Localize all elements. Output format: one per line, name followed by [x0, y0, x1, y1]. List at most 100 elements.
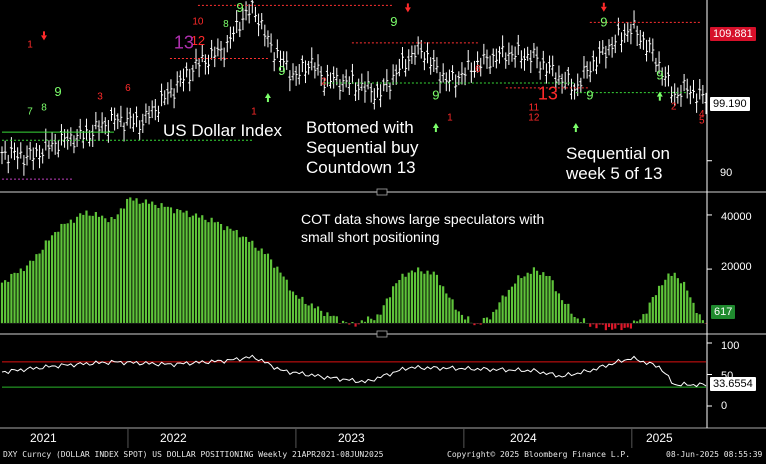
cot-bar — [248, 241, 251, 324]
cot-bar — [363, 321, 367, 324]
cot-bar — [676, 278, 679, 324]
panel-resize-handle — [376, 188, 388, 196]
sequential-count: 2 — [671, 102, 677, 113]
cot-bar — [94, 212, 97, 324]
cot-bar — [229, 228, 232, 324]
annotation-bottomed-line2: Sequential buy — [306, 138, 419, 157]
cot-bar — [223, 230, 226, 324]
cot-bar — [492, 311, 495, 324]
cot-bar — [260, 248, 263, 324]
cot-bar — [194, 213, 198, 324]
cot-bar — [110, 217, 113, 324]
price-last-tag: 99.190 — [710, 97, 750, 111]
cot-bar — [316, 306, 320, 324]
cot-bar — [620, 323, 623, 331]
sequential-count: 9 — [600, 14, 607, 29]
cot-bar — [701, 320, 704, 324]
cot-bar — [7, 281, 10, 324]
cot-bar — [348, 323, 351, 325]
cot-bar — [332, 315, 335, 324]
cot-bar — [457, 311, 460, 324]
cot-bar — [4, 280, 7, 324]
cot-annotation-line2: small short positioning — [301, 229, 440, 245]
cot-bar — [285, 279, 288, 324]
sequential-count: 13 — [174, 32, 194, 52]
cot-bar — [107, 222, 110, 324]
cot-bar — [166, 206, 169, 324]
price-level-tag: 109.881 — [710, 27, 756, 41]
sequential-count: 1 — [27, 40, 33, 51]
up-arrow-icon — [264, 93, 271, 99]
cot-bar — [514, 283, 517, 324]
cot-bar — [335, 316, 338, 324]
cot-bar — [169, 207, 173, 324]
cot-bar — [216, 221, 219, 324]
cot-bar — [232, 230, 235, 324]
sequential-count: 9 — [390, 14, 397, 29]
sequential-count: 2 — [321, 76, 327, 87]
up-arrow-icon — [656, 91, 663, 97]
cot-bar — [482, 317, 485, 324]
cot-bar — [623, 323, 626, 328]
footer-copyright: Copyright© 2025 Bloomberg Finance L.P. — [447, 450, 631, 459]
cot-bar — [35, 254, 38, 324]
price-axis-tick: 90 — [720, 167, 733, 179]
cot-bar — [122, 208, 126, 324]
cot-bar — [88, 215, 91, 324]
cot-bar — [573, 316, 576, 324]
cot-bar — [219, 223, 223, 324]
cot-bar — [523, 276, 526, 324]
cot-bar — [626, 323, 629, 328]
cot-bar — [410, 270, 413, 324]
cot-bar — [307, 305, 310, 324]
cot-bar — [526, 272, 529, 324]
year-label: 2021 — [30, 431, 57, 445]
cot-bar — [489, 319, 492, 324]
sequential-count: 9 — [236, 0, 243, 15]
cot-bar — [460, 314, 464, 324]
cot-bar — [22, 271, 26, 324]
sequential-count: 3 — [97, 91, 103, 102]
cot-bar — [401, 273, 404, 324]
cot-bar — [113, 219, 116, 324]
cot-bar — [360, 320, 363, 324]
sequential-count: 5 — [699, 115, 705, 126]
cot-bar — [119, 208, 122, 324]
cot-bar — [535, 270, 539, 324]
cot-bar — [435, 274, 439, 324]
cot-bar — [266, 253, 270, 324]
cot-bar — [529, 273, 532, 324]
cot-bar — [476, 323, 479, 324]
cot-bar — [532, 267, 536, 324]
cot-bar — [673, 272, 676, 324]
cot-bar — [564, 303, 567, 324]
cot-bar — [454, 309, 457, 324]
cot-bar — [0, 282, 4, 324]
cot-bar — [704, 323, 708, 324]
cot-bar — [442, 286, 445, 324]
cot-bar — [510, 286, 514, 324]
cot-bar — [432, 271, 435, 324]
cot-bar — [72, 222, 76, 324]
cot-bar — [557, 293, 561, 324]
cot-bar — [617, 323, 620, 325]
cot-last-tag: 617 — [711, 305, 736, 319]
sequential-count: 12 — [191, 33, 205, 48]
cot-bar — [382, 305, 385, 324]
cot-bar — [404, 276, 407, 324]
down-arrow-icon — [404, 7, 411, 13]
up-arrow-icon — [572, 123, 579, 129]
cot-bar — [560, 300, 564, 324]
cot-bar — [576, 318, 579, 324]
sequential-count: 6 — [125, 83, 131, 94]
cot-bar — [413, 272, 417, 324]
oscillator-panel — [1, 354, 707, 388]
cot-bar — [276, 266, 279, 324]
cot-bar — [185, 210, 188, 324]
cot-bar — [204, 219, 207, 324]
cot-bar — [645, 313, 648, 324]
annotation-sequential-line2: week 5 of 13 — [566, 164, 663, 183]
cot-bar — [154, 204, 157, 324]
cot-bar — [379, 314, 382, 324]
cot-bar — [498, 302, 501, 324]
